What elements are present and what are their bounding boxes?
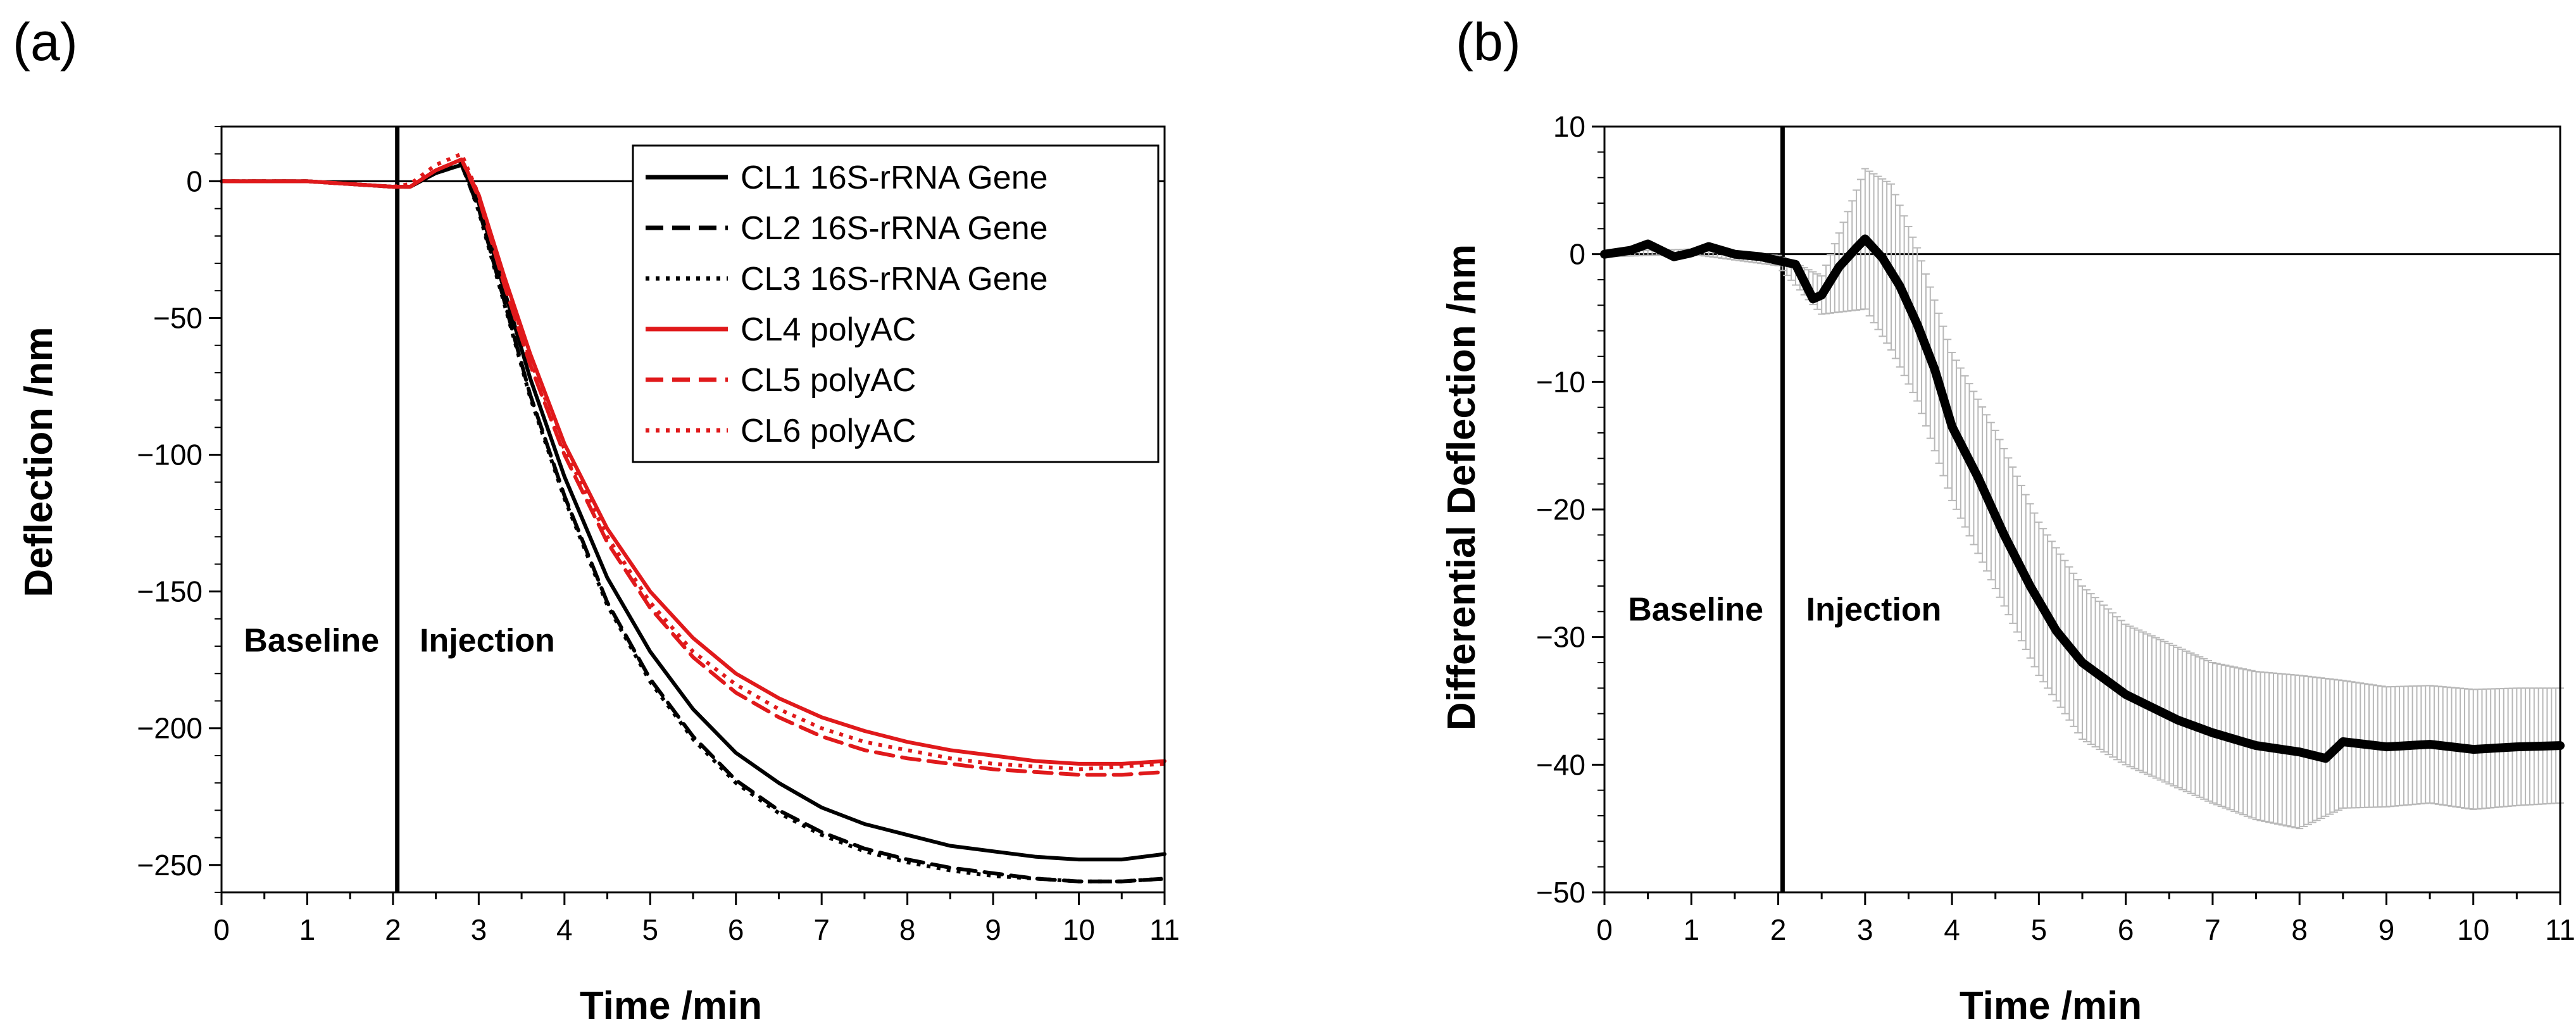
x-tick-label: 8	[2291, 913, 2308, 946]
panel-b: (b) 0 1 2 3 4 5 6 7 8 9 10 11 10 0 −10 −20 −30 −40 −50 Ba…	[1440, 12, 2575, 1028]
annotation-injection: Injection	[1806, 591, 1942, 628]
x-tick-label: 10	[1063, 913, 1095, 946]
panel-b-annotations: Baseline Injection	[1628, 591, 1941, 628]
annotation-baseline: Baseline	[1628, 591, 1763, 628]
y-tick-label: −200	[137, 712, 203, 745]
panel-a: (a) 0 1 2 3 4 5 6 7 8 9 10 11 0−50−100−150−200−250 …	[13, 12, 1180, 1028]
y-tick-label: −10	[1536, 365, 1585, 398]
legend-label: CL4 polyAC	[741, 311, 916, 348]
annotation-baseline: Baseline	[244, 623, 379, 659]
legend-label: CL5 polyAC	[741, 362, 916, 399]
series-line-5	[220, 157, 1166, 777]
x-tick-label: 2	[1770, 913, 1787, 946]
series-line-1	[1600, 234, 2565, 763]
panel-a-label: (a)	[13, 12, 78, 72]
x-tick-label: 1	[1683, 913, 1699, 946]
legend-label: CL3 16S-rRNA Gene	[741, 261, 1048, 297]
x-tick-label: 3	[471, 913, 487, 946]
y-tick-label: −150	[137, 575, 203, 608]
x-tick-label: 8	[899, 913, 916, 946]
panel-a-series	[220, 152, 1166, 883]
x-tick-label: 1	[299, 913, 316, 946]
panel-b-error-bars	[1601, 168, 2564, 830]
panel-a-x-axis-title: Time /min	[580, 984, 762, 1028]
x-tick-label: 5	[642, 913, 658, 946]
annotation-injection: Injection	[420, 623, 555, 659]
panel-b-label: (b)	[1456, 12, 1521, 72]
x-tick-label: 9	[2379, 913, 2395, 946]
x-tick-label: 11	[2545, 913, 2575, 946]
y-tick-label: 10	[1553, 110, 1585, 143]
legend-box	[632, 144, 1160, 463]
x-tick-label: 7	[2204, 913, 2221, 946]
series-line-6	[222, 152, 1165, 771]
y-tick-label: 0	[1569, 238, 1585, 271]
panel-b-series	[1600, 234, 2565, 763]
panel-b-x-ticks: 0 1 2 3 4 5 6 7 8 9 10 11	[1596, 892, 2575, 946]
legend-label: CL2 16S-rRNA Gene	[741, 210, 1048, 247]
panel-a-legend: CL1 16S-rRNA Gene CL2 16S-rRNA Gene CL3 16…	[632, 144, 1160, 463]
y-tick-label: −30	[1536, 621, 1585, 654]
x-tick-label: 6	[2118, 913, 2134, 946]
legend-label: CL6 polyAC	[741, 413, 916, 449]
series-line-2	[220, 163, 1166, 883]
y-tick-label: −100	[137, 439, 203, 471]
x-tick-label: 6	[728, 913, 744, 946]
panel-b-y-axis-title: Differential Deflection /nm	[1440, 244, 1484, 730]
x-tick-label: 4	[556, 913, 573, 946]
y-tick-label: −50	[153, 302, 203, 335]
panel-b-y-ticks: 10 0 −10 −20 −30 −40 −50	[1536, 110, 1604, 909]
x-tick-label: 4	[1944, 913, 1960, 946]
x-tick-label: 11	[1149, 913, 1180, 946]
panel-b-x-axis-title: Time /min	[1960, 984, 2142, 1028]
panel-a-y-axis-title: Deflection /nm	[17, 327, 61, 597]
x-tick-label: 0	[1596, 913, 1613, 946]
x-tick-label: 10	[2457, 913, 2489, 946]
y-tick-label: −50	[1536, 876, 1585, 909]
panel-a-y-ticks: 0 −50 −100 −150 −200 −250	[137, 126, 222, 893]
panel-a-x-ticks: 0 1 2 3 4 5 6 7 8 9 10 11	[213, 892, 1180, 946]
y-tick-label: −40	[1536, 748, 1585, 781]
x-tick-label: 2	[385, 913, 401, 946]
legend-label: CL1 16S-rRNA Gene	[741, 159, 1048, 196]
y-tick-label: 0	[186, 165, 203, 197]
x-tick-label: 0	[213, 913, 230, 946]
x-tick-label: 3	[1857, 913, 1873, 946]
y-tick-label: −20	[1536, 493, 1585, 526]
x-tick-label: 7	[813, 913, 830, 946]
x-tick-label: 5	[2031, 913, 2048, 946]
panel-a-annotations: Baseline Injection	[244, 623, 555, 659]
x-tick-label: 9	[985, 913, 1001, 946]
y-tick-label: −250	[137, 849, 203, 882]
